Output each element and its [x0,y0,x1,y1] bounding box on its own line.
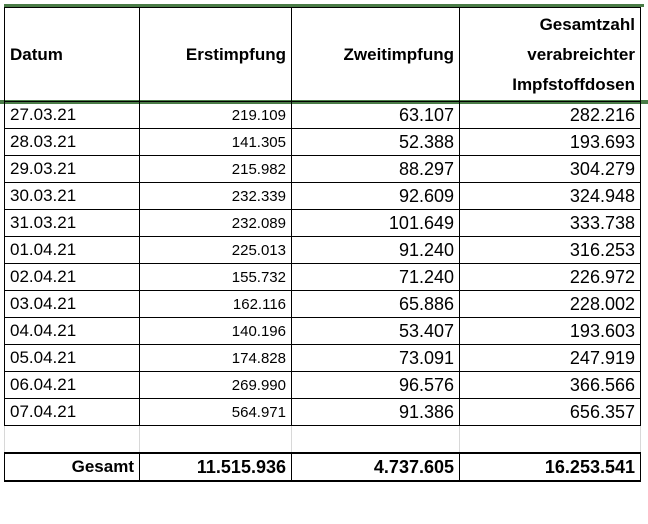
header-gesamtzahl-line3: Impfstoffdosen [512,74,635,94]
cell-datum[interactable]: 30.03.21 [4,182,140,210]
cell-erstimpfung[interactable]: 155.732 [139,263,292,291]
table-row: 03.04.21 162.116 65.886 228.002 [4,290,641,318]
header-gesamtzahl[interactable]: Gesamtzahl verabreichter Impfstoffdosen [459,7,641,102]
cell-datum[interactable]: 06.04.21 [4,371,140,399]
total-label[interactable]: Gesamt [4,452,140,482]
cell-gesamt[interactable]: 656.357 [459,398,641,426]
cell-zweitimpfung[interactable]: 92.609 [291,182,460,210]
cell-datum[interactable]: 03.04.21 [4,290,140,318]
vaccination-table: Datum Erstimpfung Zweitimpfung Gesamtzah… [4,7,641,482]
empty-cell[interactable] [459,425,641,454]
header-erstimpfung[interactable]: Erstimpfung [139,7,292,102]
cell-zweitimpfung[interactable]: 88.297 [291,155,460,183]
cell-datum[interactable]: 31.03.21 [4,209,140,237]
cell-zweitimpfung[interactable]: 91.240 [291,236,460,264]
cell-erstimpfung[interactable]: 219.109 [139,101,292,129]
cell-zweitimpfung[interactable]: 101.649 [291,209,460,237]
cell-erstimpfung[interactable]: 225.013 [139,236,292,264]
cell-gesamt[interactable]: 282.216 [459,101,641,129]
header-row: Datum Erstimpfung Zweitimpfung Gesamtzah… [4,7,641,102]
cell-erstimpfung[interactable]: 232.339 [139,182,292,210]
table-row: 27.03.21 219.109 63.107 282.216 [4,101,641,129]
cell-erstimpfung[interactable]: 269.990 [139,371,292,399]
cell-datum[interactable]: 07.04.21 [4,398,140,426]
cell-gesamt[interactable]: 247.919 [459,344,641,372]
table-row: 28.03.21 141.305 52.388 193.693 [4,128,641,156]
table-row: 04.04.21 140.196 53.407 193.603 [4,317,641,345]
cell-erstimpfung[interactable]: 162.116 [139,290,292,318]
cell-erstimpfung[interactable]: 215.982 [139,155,292,183]
cell-zweitimpfung[interactable]: 65.886 [291,290,460,318]
empty-cell[interactable] [291,425,460,454]
header-datum[interactable]: Datum [4,7,140,102]
table-row: 02.04.21 155.732 71.240 226.972 [4,263,641,291]
cell-zweitimpfung[interactable]: 71.240 [291,263,460,291]
empty-cell[interactable] [4,425,140,454]
cell-datum[interactable]: 29.03.21 [4,155,140,183]
cell-datum[interactable]: 28.03.21 [4,128,140,156]
total-gesamt[interactable]: 16.253.541 [459,452,641,482]
table-row: 29.03.21 215.982 88.297 304.279 [4,155,641,183]
empty-cell[interactable] [139,425,292,454]
cell-erstimpfung[interactable]: 174.828 [139,344,292,372]
cell-datum[interactable]: 04.04.21 [4,317,140,345]
cell-gesamt[interactable]: 193.693 [459,128,641,156]
cell-zweitimpfung[interactable]: 63.107 [291,101,460,129]
cell-datum[interactable]: 27.03.21 [4,101,140,129]
header-top-rule [4,4,644,7]
header-zweitimpfung[interactable]: Zweitimpfung [291,7,460,102]
table-row: 05.04.21 174.828 73.091 247.919 [4,344,641,372]
cell-zweitimpfung[interactable]: 73.091 [291,344,460,372]
header-gesamtzahl-line1: Gesamtzahl [539,14,635,34]
cell-datum[interactable]: 05.04.21 [4,344,140,372]
cell-zweitimpfung[interactable]: 53.407 [291,317,460,345]
cell-datum[interactable]: 02.04.21 [4,263,140,291]
table-row: 07.04.21 564.971 91.386 656.357 [4,398,641,426]
table-row: 06.04.21 269.990 96.576 366.566 [4,371,641,399]
cell-zweitimpfung[interactable]: 52.388 [291,128,460,156]
table-row: 30.03.21 232.339 92.609 324.948 [4,182,641,210]
cell-erstimpfung[interactable]: 564.971 [139,398,292,426]
total-row: Gesamt 11.515.936 4.737.605 16.253.541 [4,452,641,482]
table-row: 01.04.21 225.013 91.240 316.253 [4,236,641,264]
total-zweitimpfung[interactable]: 4.737.605 [291,452,460,482]
table-row: 31.03.21 232.089 101.649 333.738 [4,209,641,237]
cell-zweitimpfung[interactable]: 96.576 [291,371,460,399]
cell-datum[interactable]: 01.04.21 [4,236,140,264]
cell-gesamt[interactable]: 304.279 [459,155,641,183]
cell-gesamt[interactable]: 333.738 [459,209,641,237]
cell-gesamt[interactable]: 193.603 [459,317,641,345]
cell-erstimpfung[interactable]: 232.089 [139,209,292,237]
cell-gesamt[interactable]: 226.972 [459,263,641,291]
cell-gesamt[interactable]: 316.253 [459,236,641,264]
empty-row [4,425,641,454]
cell-erstimpfung[interactable]: 141.305 [139,128,292,156]
cell-gesamt[interactable]: 366.566 [459,371,641,399]
cell-gesamt[interactable]: 228.002 [459,290,641,318]
header-gesamtzahl-line2: verabreichter [527,44,635,64]
cell-zweitimpfung[interactable]: 91.386 [291,398,460,426]
cell-erstimpfung[interactable]: 140.196 [139,317,292,345]
total-erstimpfung[interactable]: 11.515.936 [139,452,292,482]
cell-gesamt[interactable]: 324.948 [459,182,641,210]
